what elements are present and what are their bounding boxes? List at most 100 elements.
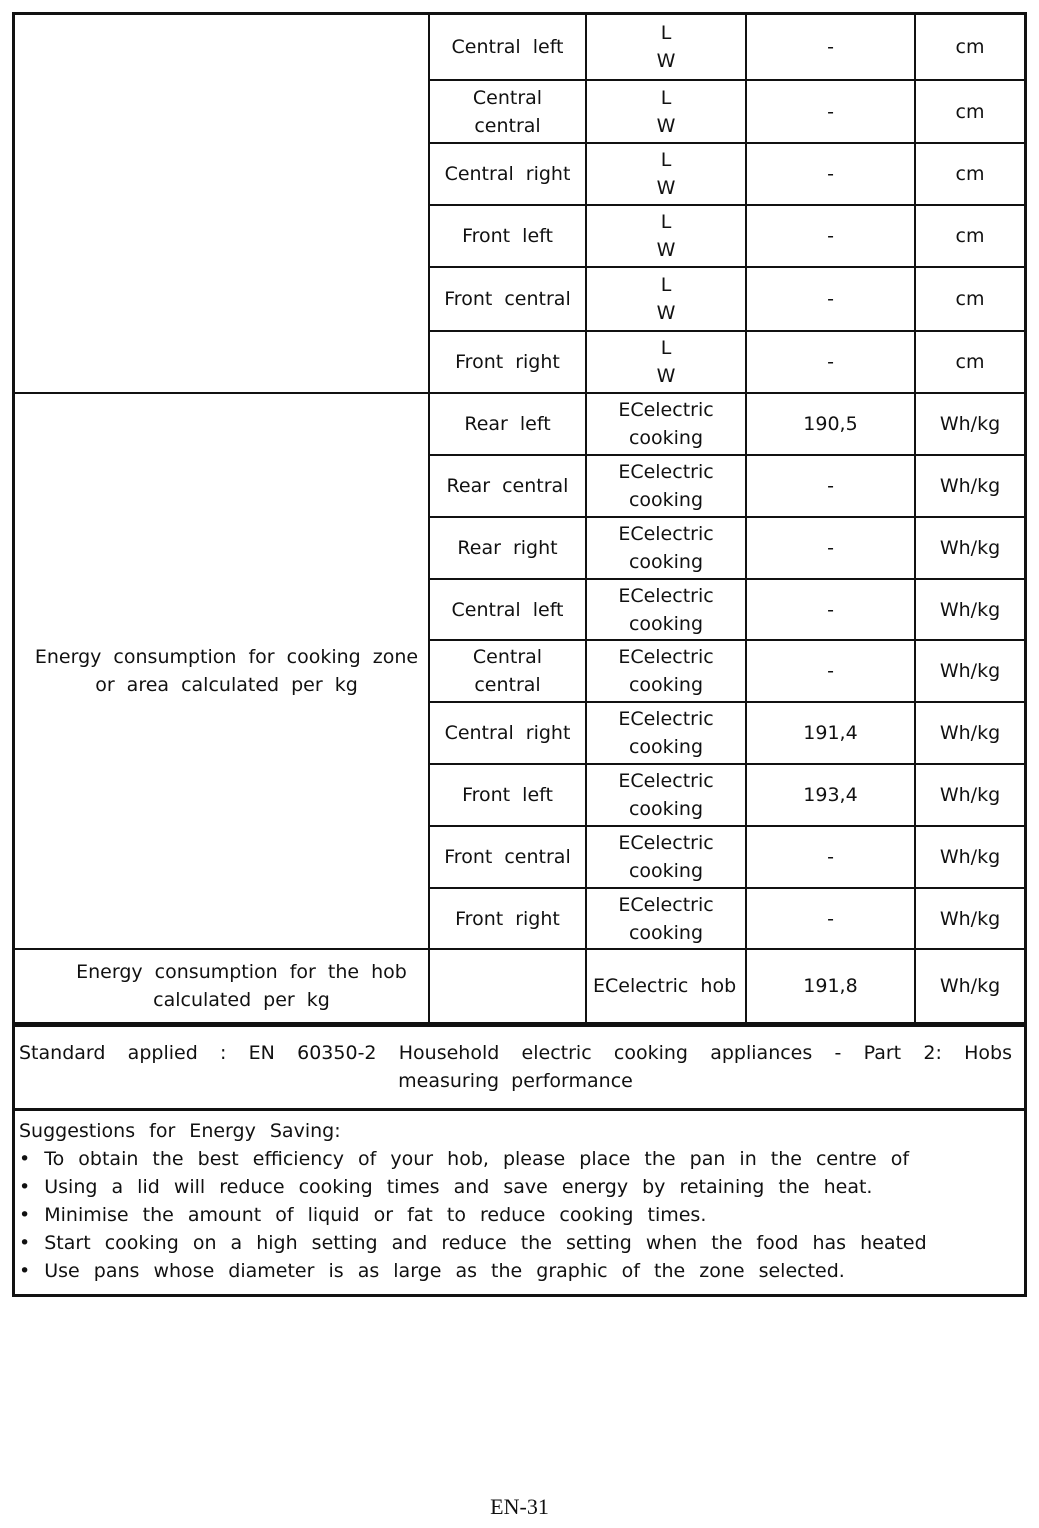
parameter-symbol-line: ECelectric	[618, 708, 714, 730]
zone-name-line: Front right	[455, 351, 560, 373]
zone-name: Front central	[428, 266, 587, 332]
unit: Wh/kg	[914, 516, 1024, 580]
value: -	[745, 887, 916, 950]
zone-name: Central central	[428, 639, 587, 703]
parameter-symbol: ECelectric cooking	[585, 825, 747, 889]
table-row: Energy consumption for cooking zone or ar…	[15, 392, 1024, 950]
zone-name-line: Front right	[455, 907, 560, 930]
energy-per-zone-group-label-line: or area calculated per kg	[95, 674, 358, 696]
parameter-symbol-line: W	[656, 177, 676, 199]
parameter-symbol-line: cooking	[628, 860, 704, 882]
value: -	[745, 639, 916, 703]
value: 191,4	[745, 701, 916, 765]
table-row-hob-total: Energy consumption for the hob calculated…	[15, 948, 1024, 1024]
unit: cm	[914, 15, 1024, 81]
zone-name: Central right	[428, 701, 587, 765]
parameter-symbol-line: L	[660, 149, 672, 171]
zone-name-line: Central	[472, 646, 543, 668]
standard-line-1: Standard applied : EN 60350-2 Household …	[19, 1042, 1012, 1064]
zone-name: Front right	[428, 330, 587, 394]
suggestion-text: Use pans whose diameter is as large as t…	[44, 1260, 845, 1282]
value: 193,4	[745, 763, 916, 827]
zone-name-line: Rear right	[457, 537, 558, 559]
table-row: Rear central ECelectric cooking - Wh/kg	[15, 454, 1024, 518]
parameter-symbol-line: cooking	[628, 551, 704, 573]
parameter-symbol-line: W	[656, 302, 676, 324]
zone-name-line: Front central	[444, 846, 571, 868]
value: -	[745, 825, 916, 889]
suggestion-item: • To obtain the best efficiency of your …	[19, 1148, 910, 1170]
unit: Wh/kg	[914, 639, 1024, 703]
value: -	[745, 266, 916, 332]
table-row: Front right ECelectric cooking - Wh/kg	[15, 887, 1024, 950]
parameter-symbol: ECelectric cooking	[585, 516, 747, 580]
zone-dimensions-group-label	[15, 15, 430, 394]
table-row: Rear right ECelectric cooking - Wh/kg	[15, 516, 1024, 580]
page-number: EN-31	[490, 1494, 549, 1519]
unit: cm	[914, 142, 1024, 206]
parameter-symbol-line: ECelectric	[618, 523, 714, 545]
parameter-symbol-line: ECelectric	[618, 770, 714, 792]
unit: Wh/kg	[914, 763, 1024, 827]
suggestion-item: • Start cooking on a high setting and re…	[19, 1232, 927, 1254]
parameter-symbol-line: L	[660, 22, 672, 44]
table-row: Central left ECelectric cooking - Wh/kg	[15, 578, 1024, 641]
parameter-symbol-line: cooking	[628, 612, 704, 635]
suggestion-item: • Using a lid will reduce cooking times …	[19, 1176, 873, 1198]
table-row: Central right ECelectric cooking 191,4 Wh/kg	[15, 701, 1024, 765]
table-row: Front central L W - cm	[15, 266, 1024, 332]
unit: Wh/kg	[914, 578, 1024, 641]
table-row: Central central L W - cm	[15, 79, 1024, 144]
zone-name-line: Front left	[462, 784, 553, 806]
suggestion-item: • Use pans whose diameter is as large as…	[19, 1260, 845, 1282]
unit: Wh/kg	[914, 701, 1024, 765]
zone-name: Rear central	[428, 454, 587, 518]
zone-name: Central left	[428, 15, 587, 81]
value: -	[745, 578, 916, 641]
parameter-symbol: ECelectric cooking	[585, 578, 747, 641]
suggestion-text: To obtain the best efficiency of your ho…	[44, 1148, 910, 1170]
standard-applied: Standard applied : EN 60350-2 Household …	[15, 1024, 1024, 1108]
zone-name-line: Front left	[462, 225, 553, 247]
parameter-symbol: ECelectric cooking	[585, 454, 747, 518]
zone-name: Central left	[428, 578, 587, 641]
energy-per-zone-group-label-line: Energy consumption for cooking zone	[34, 646, 419, 668]
parameter-symbol: ECelectric cooking	[585, 763, 747, 827]
zone-name-line: Front central	[444, 288, 571, 310]
unit: cm	[914, 330, 1024, 394]
suggestion-text: Start cooking on a high setting and redu…	[44, 1232, 927, 1254]
zone-name: Central central	[428, 79, 587, 144]
unit: cm	[914, 79, 1024, 144]
hob-energy-label: Energy consumption for the hob calculated…	[15, 948, 430, 1024]
unit: Wh/kg	[914, 392, 1024, 456]
zone-name: Front left	[428, 763, 587, 827]
value: 191,8	[745, 948, 916, 1024]
unit: Wh/kg	[914, 825, 1024, 889]
energy-data-table: Central left L W - cm Central central L W - cm Cent…	[12, 12, 1027, 1297]
value: -	[745, 204, 916, 268]
parameter-symbol-line: W	[656, 365, 676, 387]
unit: cm	[914, 266, 1024, 332]
parameter-symbol-line: cooking	[628, 921, 704, 944]
parameter-symbol: ECelectric cooking	[585, 701, 747, 765]
zone-name: Rear left	[428, 392, 587, 456]
parameter-symbol: ECelectric hob	[585, 948, 747, 1024]
table-row: Central central ECelectric cooking - Wh/kg	[15, 639, 1024, 703]
value: 190,5	[745, 392, 916, 456]
empty-cell	[428, 948, 587, 1024]
parameter-symbol-line: ECelectric	[618, 893, 714, 916]
parameter-symbol-line: cooking	[628, 736, 704, 758]
parameter-symbol-line: ECelectric	[618, 646, 714, 668]
suggestion-text: Using a lid will reduce cooking times an…	[44, 1176, 873, 1198]
value: -	[745, 79, 916, 144]
unit: Wh/kg	[914, 454, 1024, 518]
parameter-symbol-line: W	[656, 114, 676, 137]
table-row: Central right L W - cm	[15, 142, 1024, 206]
parameter-symbol-line: cooking	[628, 489, 704, 511]
table-row: Front right L W - cm	[15, 330, 1024, 394]
